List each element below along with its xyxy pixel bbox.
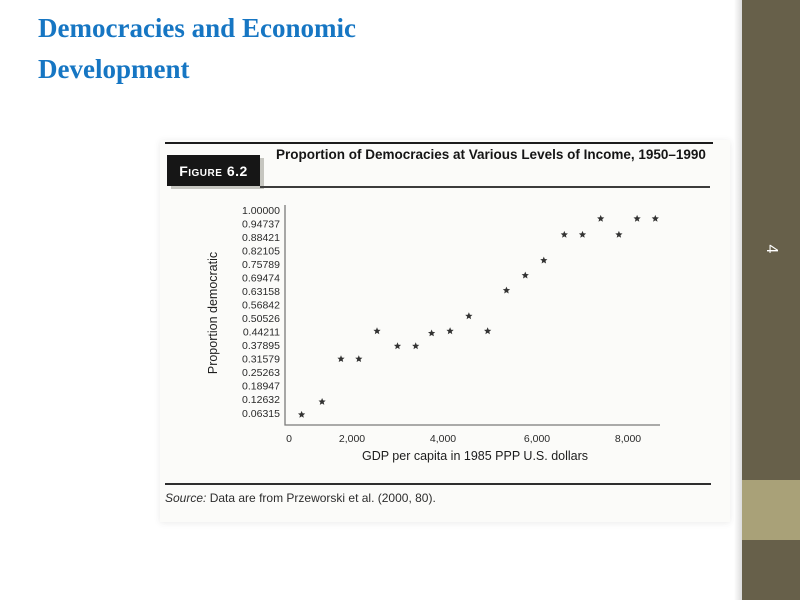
scatter-point [633,214,641,222]
x-tick-label: 6,000 [524,433,550,445]
figure-bottom-rule [165,483,711,485]
scatter-point [446,327,454,335]
figure-label-box: Figure 6.2 [167,155,260,186]
source-prefix: Source: [165,491,207,505]
y-tick-label: 0.31579 [242,354,280,366]
x-tick-label: 2,000 [339,433,365,445]
page-number: 4 [763,244,780,254]
scatter-point [428,329,436,337]
y-tick-label: 0.82105 [242,245,280,257]
scatter-point [337,355,345,362]
x-tick-label: 4,000 [430,433,456,445]
y-tick-label: 0.12632 [242,394,280,406]
figure-source: Source: Data are from Przeworski et al. … [165,491,436,505]
y-tick-label: 0.69474 [242,272,280,284]
y-tick-label: 0.56842 [242,300,280,312]
scatter-point [540,256,548,264]
y-tick-label: 0.88421 [242,232,280,244]
scatter-point [298,410,306,418]
y-tick-label: 0.50526 [242,313,280,325]
scatter-point [484,327,492,335]
figure-top-rule [165,142,713,144]
scatter-point [521,271,529,279]
y-tick-label: 0.44211 [243,327,280,339]
figure-label: Figure 6.2 [179,162,248,179]
y-tick-label: 0.18947 [242,381,280,393]
sidebar: 4 [742,0,800,600]
x-tick-label: 8,000 [615,433,641,445]
y-tick-label: 0.06315 [242,408,280,420]
y-tick-label: 0.75789 [242,259,280,271]
y-tick-label: 1.00000 [242,205,280,217]
scatter-point [578,230,587,238]
y-tick-label: 0.37895 [242,340,280,352]
y-tick-label: 0.63158 [242,286,280,298]
scatter-point [412,342,420,350]
scatter-point [597,214,605,222]
y-tick-label: 0.94737 [242,218,280,230]
scatter-point [318,398,326,405]
sidebar-accent-band [742,480,800,540]
scatter-point [393,342,402,350]
scatter-point [502,286,511,294]
x-axis-title: GDP per capita in 1985 PPP U.S. dollars [362,449,588,463]
scatter-point [615,230,623,238]
scatter-point [465,312,473,320]
scatter-point [651,214,659,222]
slide-title: Democracies and Economic Development [38,13,356,84]
slide-right-edge [734,0,742,600]
y-tick-label: 0.25263 [242,367,280,379]
figure-title: Proportion of Democracies at Various Lev… [276,147,706,162]
figure-6-2: Figure 6.2 Proportion of Democracies at … [160,140,730,522]
figure-title-rule [260,186,710,188]
x-tick-label: 0 [286,433,292,445]
axes [284,205,660,426]
scatter-point [355,355,363,362]
scatter-point [560,230,568,238]
source-text: Data are from Przeworski et al. (2000, 8… [209,491,436,505]
scatter-point [373,327,381,335]
y-axis-title: Proportion democratic [206,252,220,374]
